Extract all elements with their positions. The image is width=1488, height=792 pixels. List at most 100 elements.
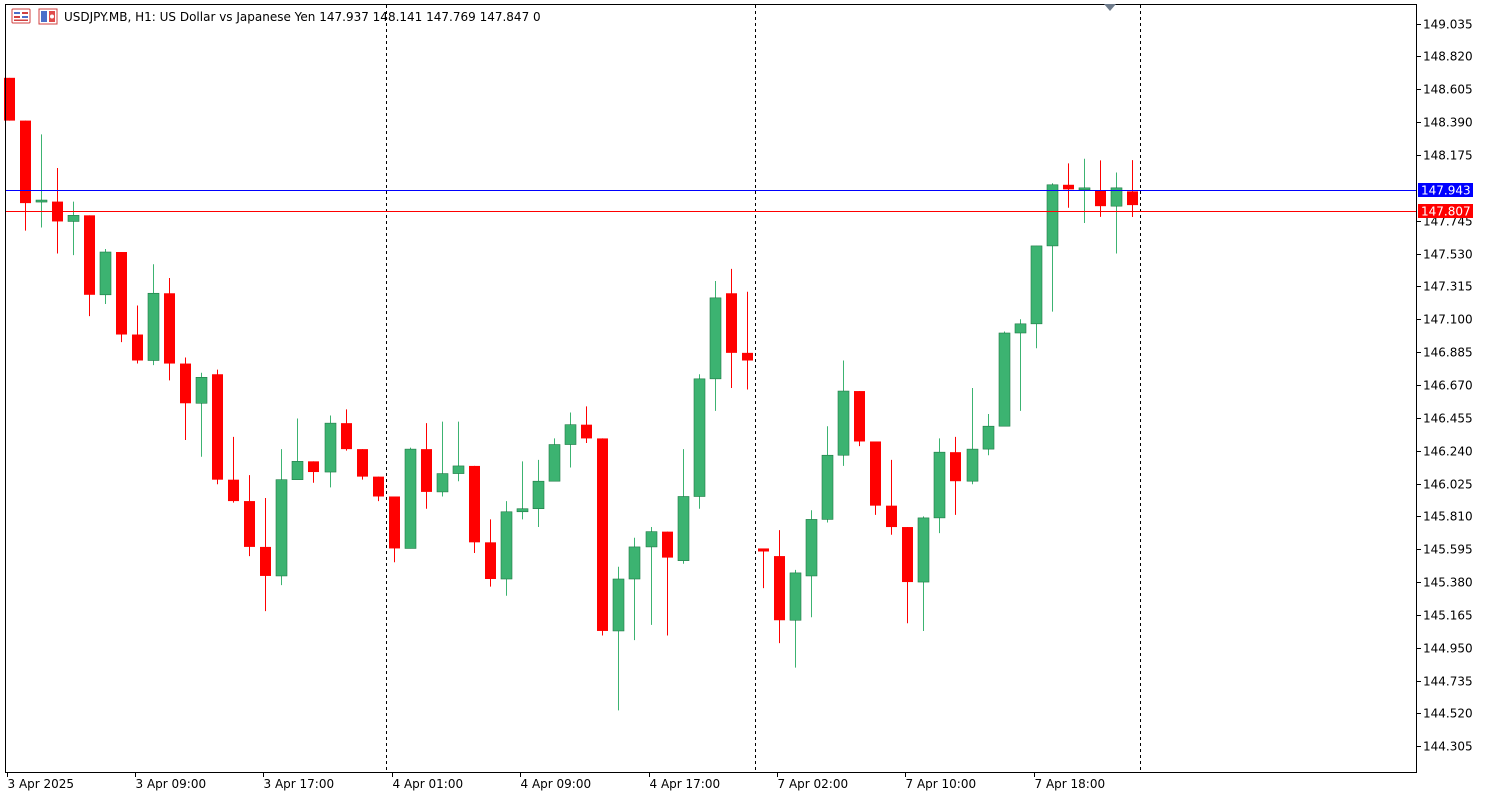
candle[interactable] bbox=[4, 77, 15, 121]
candle[interactable] bbox=[998, 331, 1011, 427]
candle[interactable] bbox=[357, 449, 368, 480]
candle[interactable] bbox=[612, 566, 625, 711]
candle[interactable] bbox=[452, 421, 465, 482]
price-tick-label: 149.035 bbox=[1423, 18, 1473, 32]
candle-body bbox=[1014, 323, 1027, 334]
price-axis[interactable]: 149.035148.820148.605148.390148.175147.7… bbox=[1416, 18, 1473, 754]
candle[interactable] bbox=[324, 415, 337, 488]
candle[interactable] bbox=[308, 461, 319, 483]
candle-body bbox=[564, 424, 577, 445]
shift-marker-icon[interactable] bbox=[1104, 4, 1116, 11]
bid-price-tag bbox=[1418, 183, 1473, 197]
candle[interactable] bbox=[1095, 160, 1106, 217]
candle-body bbox=[373, 476, 384, 497]
candle[interactable] bbox=[228, 436, 239, 503]
candle[interactable] bbox=[99, 248, 112, 304]
candle-body bbox=[180, 363, 191, 404]
candle[interactable] bbox=[1030, 245, 1043, 349]
candle[interactable] bbox=[212, 369, 223, 485]
candle[interactable] bbox=[821, 426, 834, 523]
candle-body bbox=[982, 425, 995, 450]
candle[interactable] bbox=[564, 412, 577, 468]
candle[interactable] bbox=[677, 449, 690, 564]
candle[interactable] bbox=[164, 277, 175, 381]
candle[interactable] bbox=[147, 264, 160, 366]
candle[interactable] bbox=[389, 496, 400, 563]
candle[interactable] bbox=[67, 201, 80, 256]
candle[interactable] bbox=[982, 413, 995, 456]
price-tick-label: 144.305 bbox=[1423, 740, 1473, 754]
candle-body bbox=[308, 461, 319, 473]
candle[interactable] bbox=[1014, 319, 1027, 411]
candle[interactable] bbox=[805, 510, 818, 618]
candle-body bbox=[275, 479, 288, 577]
candle[interactable] bbox=[902, 527, 913, 624]
candle-body bbox=[291, 461, 304, 480]
candle-body bbox=[1095, 190, 1106, 207]
price-tick-label: 146.670 bbox=[1423, 379, 1473, 393]
candle[interactable] bbox=[597, 438, 608, 636]
candle[interactable] bbox=[950, 436, 961, 515]
header-high: 148.141 bbox=[373, 10, 423, 24]
candle-body bbox=[758, 548, 769, 552]
candle-body bbox=[998, 332, 1011, 427]
candle[interactable] bbox=[180, 357, 191, 440]
candle-body bbox=[1078, 187, 1091, 191]
candle[interactable] bbox=[726, 268, 737, 388]
candle[interactable] bbox=[789, 569, 802, 668]
candle[interactable] bbox=[516, 461, 529, 520]
candle[interactable] bbox=[341, 409, 352, 451]
candle[interactable] bbox=[774, 530, 785, 644]
candle[interactable] bbox=[244, 475, 255, 557]
candle[interactable] bbox=[132, 305, 143, 364]
candle[interactable] bbox=[1063, 163, 1074, 208]
candle[interactable] bbox=[886, 459, 897, 535]
time-tick-label: 7 Apr 18:00 bbox=[1035, 777, 1106, 791]
bid-price-tag-label: 147.943 bbox=[1421, 184, 1471, 198]
candle-series[interactable] bbox=[4, 77, 1138, 711]
candle[interactable] bbox=[260, 498, 271, 612]
candle[interactable] bbox=[436, 421, 449, 497]
candle[interactable] bbox=[581, 406, 592, 444]
price-tick-label: 145.380 bbox=[1423, 576, 1473, 590]
candle[interactable] bbox=[548, 438, 561, 482]
header-timeframe: H1 bbox=[135, 10, 152, 24]
candle[interactable] bbox=[662, 531, 673, 636]
candle[interactable] bbox=[291, 418, 304, 480]
candle[interactable] bbox=[84, 215, 95, 317]
candle[interactable] bbox=[933, 438, 946, 534]
candle[interactable] bbox=[404, 447, 417, 549]
candle[interactable] bbox=[628, 537, 641, 641]
candle[interactable] bbox=[758, 548, 769, 589]
symbol-flag-icon[interactable] bbox=[38, 8, 58, 25]
candle[interactable] bbox=[966, 388, 979, 485]
candle[interactable] bbox=[870, 441, 881, 515]
candle[interactable] bbox=[917, 516, 930, 631]
candle[interactable] bbox=[20, 120, 31, 231]
candle[interactable] bbox=[500, 501, 513, 596]
chart-window-icon[interactable] bbox=[11, 8, 31, 24]
candle[interactable] bbox=[116, 252, 127, 343]
candle[interactable] bbox=[35, 134, 48, 228]
candle[interactable] bbox=[532, 459, 545, 528]
candle[interactable] bbox=[195, 372, 208, 457]
candle[interactable] bbox=[1110, 172, 1123, 254]
time-axis[interactable]: 3 Apr 2025 3 Apr 09:00 3 Apr 17:00 4 Apr 01… bbox=[7, 772, 1106, 791]
candle[interactable] bbox=[693, 374, 706, 509]
candle[interactable] bbox=[742, 291, 753, 390]
candle-body bbox=[821, 454, 834, 520]
candle[interactable] bbox=[837, 360, 850, 466]
header-description: US Dollar vs Japanese Yen bbox=[160, 10, 316, 24]
candle[interactable] bbox=[373, 476, 384, 502]
candle[interactable] bbox=[645, 527, 658, 625]
candle[interactable] bbox=[485, 519, 496, 587]
candle[interactable] bbox=[1046, 183, 1059, 312]
candle[interactable] bbox=[421, 423, 432, 509]
candle[interactable] bbox=[1127, 160, 1138, 218]
candle[interactable] bbox=[469, 465, 480, 554]
candle[interactable] bbox=[854, 391, 865, 447]
price-tick-label: 145.810 bbox=[1423, 510, 1473, 524]
candle[interactable] bbox=[275, 449, 288, 586]
candle[interactable] bbox=[709, 281, 722, 411]
